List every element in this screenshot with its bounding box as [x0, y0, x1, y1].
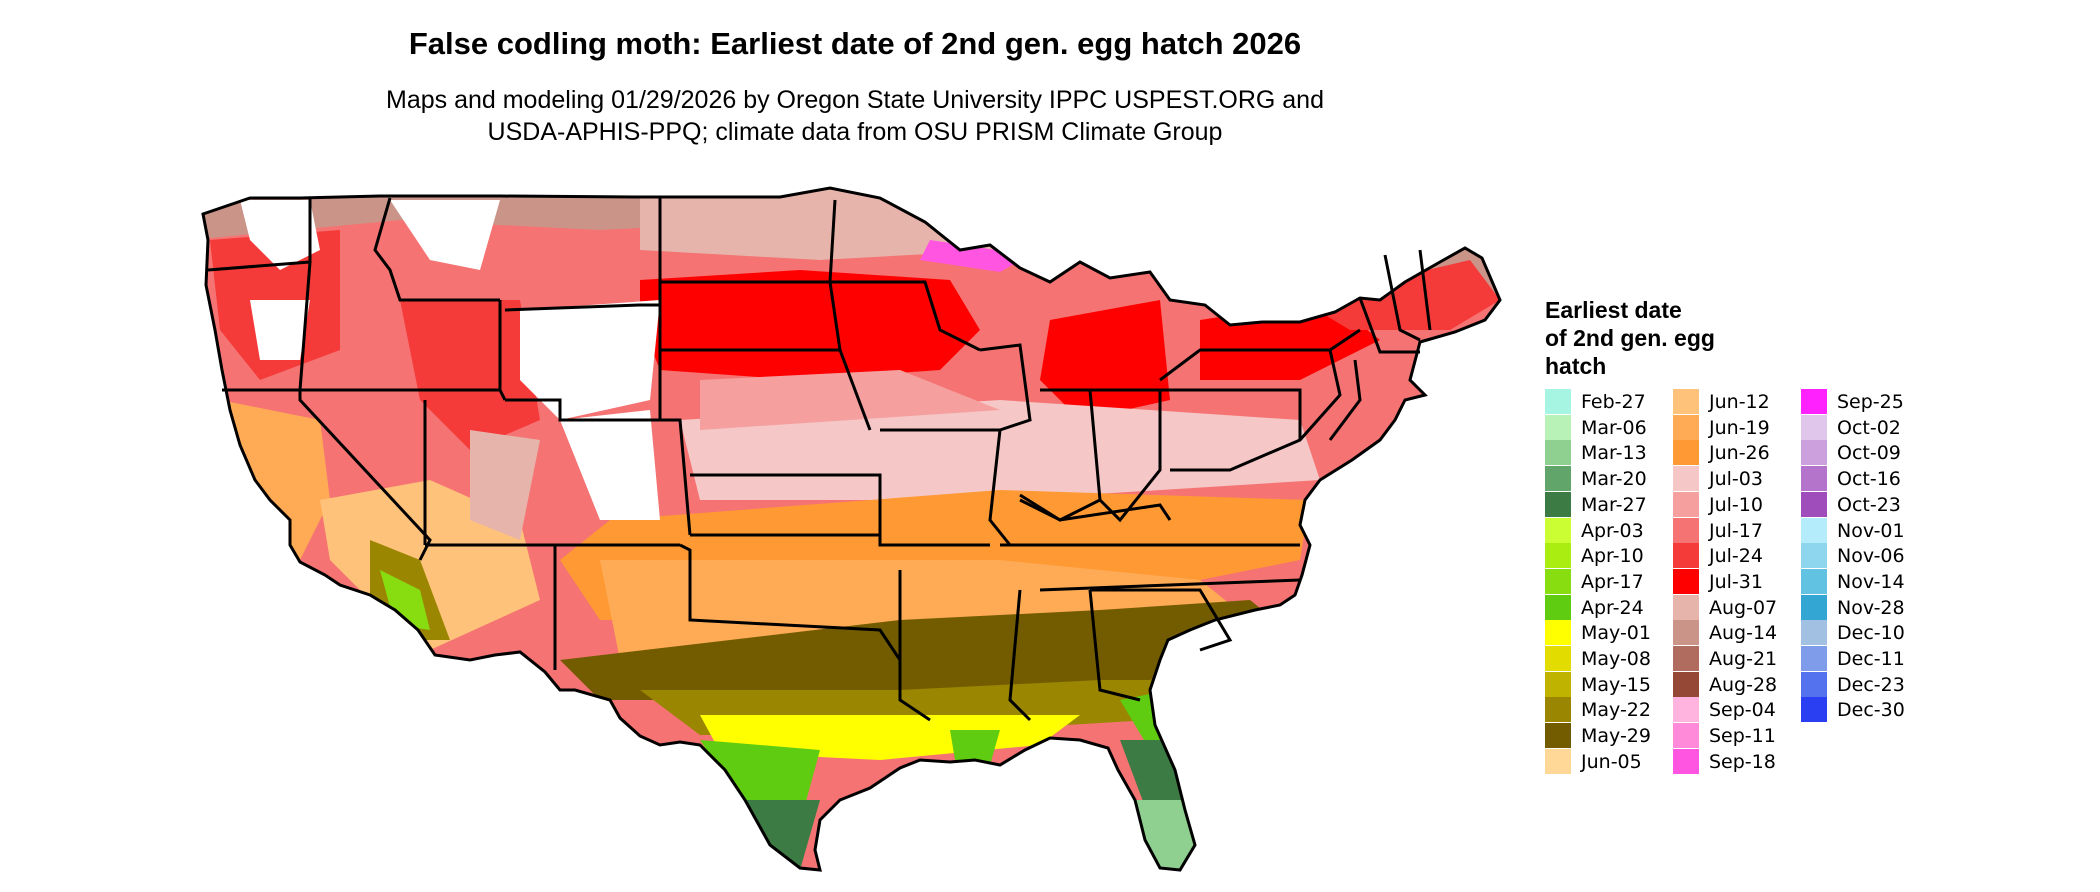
legend-label: Dec-23 — [1837, 673, 1905, 696]
legend-swatch — [1545, 646, 1571, 671]
legend-swatch — [1673, 646, 1699, 671]
legend-swatch — [1545, 594, 1571, 620]
legend-title-line-1: Earliest date — [1545, 297, 1682, 323]
legend-swatch — [1673, 543, 1699, 569]
legend-label: Jun-12 — [1709, 391, 1770, 413]
legend-title-line-2: of 2nd gen. egg — [1545, 325, 1715, 351]
legend-swatch — [1545, 389, 1571, 414]
legend-label: May-08 — [1581, 648, 1651, 670]
subtitle-line-2: USDA-APHIS-PPQ; climate data from OSU PR… — [487, 118, 1223, 146]
legend-swatch — [1673, 620, 1699, 646]
legend-label: Mar-27 — [1581, 493, 1647, 516]
legend-swatch — [1801, 414, 1827, 440]
legend-label: Mar-06 — [1581, 416, 1647, 439]
legend-title: Earliest date of 2nd gen. egg hatch — [1545, 296, 1715, 380]
legend-swatch — [1801, 646, 1827, 671]
legend-label: Jun-19 — [1709, 416, 1770, 439]
legend-label: Jun-26 — [1709, 442, 1770, 465]
map-subtitle: Maps and modeling 01/29/2026 by Oregon S… — [0, 84, 1710, 148]
legend-label: Sep-25 — [1837, 391, 1904, 413]
legend-swatch — [1545, 568, 1571, 594]
legend-label: Oct-02 — [1837, 416, 1901, 439]
subtitle-line-1: Maps and modeling 01/29/2026 by Oregon S… — [386, 86, 1324, 114]
legend-label: Jul-17 — [1709, 519, 1763, 542]
legend-swatch — [1801, 697, 1827, 723]
legend-swatch — [1801, 594, 1827, 620]
legend-swatch — [1673, 748, 1699, 774]
legend-swatch — [1801, 517, 1827, 543]
legend-swatch — [1801, 671, 1827, 697]
legend-label: May-29 — [1581, 725, 1651, 748]
legend-swatch — [1545, 697, 1571, 723]
legend-label: Apr-03 — [1581, 519, 1644, 542]
legend-swatch — [1801, 440, 1827, 466]
legend-label: Apr-17 — [1581, 570, 1644, 593]
legend-label: Jul-24 — [1709, 545, 1763, 568]
legend-label: Feb-27 — [1581, 391, 1646, 413]
legend-swatch — [1801, 389, 1827, 414]
legend-swatch — [1673, 697, 1699, 723]
legend-label: Aug-21 — [1709, 648, 1778, 670]
legend-swatch — [1545, 620, 1571, 646]
legend-label: Nov-14 — [1837, 570, 1905, 593]
legend-label: Apr-10 — [1581, 545, 1644, 568]
legend-label: Oct-09 — [1837, 442, 1901, 465]
legend-label: Oct-16 — [1837, 468, 1901, 491]
legend-label: Dec-30 — [1837, 699, 1905, 722]
legend-swatch — [1801, 620, 1827, 646]
legend-label: May-15 — [1581, 673, 1651, 696]
legend-label: Jul-03 — [1709, 468, 1763, 491]
legend-swatch — [1801, 543, 1827, 569]
legend-label: Oct-23 — [1837, 493, 1901, 516]
legend-label: Dec-10 — [1837, 622, 1905, 645]
legend-label: Sep-11 — [1709, 725, 1776, 748]
legend-swatch — [1673, 440, 1699, 466]
map-title: False codling moth: Earliest date of 2nd… — [408, 26, 1302, 61]
legend-swatch — [1545, 414, 1571, 440]
legend-label: May-22 — [1581, 699, 1651, 722]
legend-swatch — [1673, 594, 1699, 620]
legend-swatch — [1545, 671, 1571, 697]
legend-label: Jun-05 — [1581, 750, 1642, 773]
legend-label: Aug-07 — [1709, 596, 1778, 619]
legend-label: Aug-28 — [1709, 673, 1778, 696]
legend-swatch — [1545, 723, 1571, 749]
us-outline — [201, 186, 1502, 872]
legend-swatch — [1673, 723, 1699, 749]
legend-swatch — [1673, 671, 1699, 697]
legend-label: Mar-20 — [1581, 468, 1647, 491]
legend-swatch — [1673, 389, 1699, 414]
state-boundaries — [207, 197, 1432, 722]
legend-swatch — [1673, 491, 1699, 517]
legend-label: Jul-10 — [1709, 493, 1763, 516]
legend-label: Jul-31 — [1709, 570, 1763, 593]
legend-label: Nov-28 — [1837, 596, 1905, 619]
legend-label: Nov-01 — [1837, 519, 1905, 542]
legend-swatch — [1673, 466, 1699, 492]
us-degree-day-map — [201, 186, 1502, 872]
legend-swatch — [1545, 491, 1571, 517]
legend-swatch — [1673, 517, 1699, 543]
legend-swatch — [1545, 517, 1571, 543]
legend-label: Mar-13 — [1581, 442, 1647, 465]
legend-swatch — [1801, 466, 1827, 492]
legend-swatch — [1545, 543, 1571, 569]
legend-swatch — [1673, 568, 1699, 594]
legend-swatch — [1545, 466, 1571, 492]
legend-label: Sep-18 — [1709, 750, 1776, 773]
legend-swatch — [1673, 414, 1699, 440]
legend-swatch — [1545, 440, 1571, 466]
legend-label: Dec-11 — [1837, 648, 1905, 670]
legend-label: Aug-14 — [1709, 622, 1778, 645]
legend-title-line-3: hatch — [1545, 353, 1607, 379]
legend-swatch — [1801, 491, 1827, 517]
legend-label: May-01 — [1581, 622, 1651, 645]
legend-label: Apr-24 — [1581, 596, 1644, 619]
legend-swatch — [1801, 568, 1827, 594]
legend-label: Sep-04 — [1709, 699, 1776, 722]
legend-label: Nov-06 — [1837, 545, 1905, 568]
legend-swatch — [1545, 748, 1571, 774]
map-legend: Earliest date of 2nd gen. egg hatch Feb-… — [1545, 296, 1905, 774]
